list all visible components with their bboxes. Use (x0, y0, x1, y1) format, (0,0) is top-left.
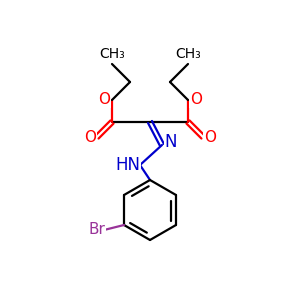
Text: O: O (98, 92, 110, 107)
Text: Br: Br (88, 223, 106, 238)
Text: O: O (190, 92, 202, 107)
Text: N: N (165, 133, 177, 151)
Text: CH₃: CH₃ (175, 47, 201, 61)
Text: O: O (84, 130, 96, 145)
Text: HN: HN (116, 156, 140, 174)
Text: CH₃: CH₃ (99, 47, 125, 61)
Text: O: O (204, 130, 216, 145)
